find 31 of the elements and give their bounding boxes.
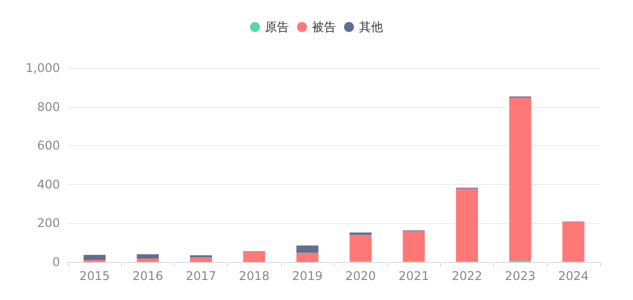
x-tick-label: 2024 xyxy=(558,269,589,283)
x-tick-label: 2023 xyxy=(504,269,536,283)
y-tick-label: 0 xyxy=(52,255,60,269)
bar xyxy=(190,257,212,262)
legend-label: 原告 xyxy=(265,20,289,34)
bar xyxy=(350,234,372,262)
y-tick-label: 600 xyxy=(37,138,60,153)
bar xyxy=(509,97,532,260)
x-tick-label: 2021 xyxy=(398,269,430,283)
y-tick-label: 800 xyxy=(37,100,60,114)
bar xyxy=(84,254,106,260)
x-tick-label: 2016 xyxy=(132,269,164,283)
x-tick-label: 2015 xyxy=(79,269,110,283)
x-tick-label: 2019 xyxy=(292,269,323,283)
bar xyxy=(456,188,478,262)
bar xyxy=(136,258,159,262)
x-tick-label: 2020 xyxy=(345,269,376,283)
x-tick-label: 2017 xyxy=(186,269,216,283)
bar xyxy=(296,252,318,262)
bar xyxy=(402,230,425,262)
bar xyxy=(243,251,266,262)
legend-label: 被告 xyxy=(312,20,336,34)
bar xyxy=(296,246,318,253)
bar xyxy=(136,254,159,259)
x-tick-label: 2022 xyxy=(452,269,482,283)
bar xyxy=(562,222,584,262)
x-tick-label: 2018 xyxy=(238,269,270,283)
legend-label: 其他 xyxy=(359,20,383,34)
y-tick-label: 200 xyxy=(37,216,60,230)
y-tick-label: 400 xyxy=(37,177,60,192)
y-tick-label: 1,000 xyxy=(26,61,60,75)
